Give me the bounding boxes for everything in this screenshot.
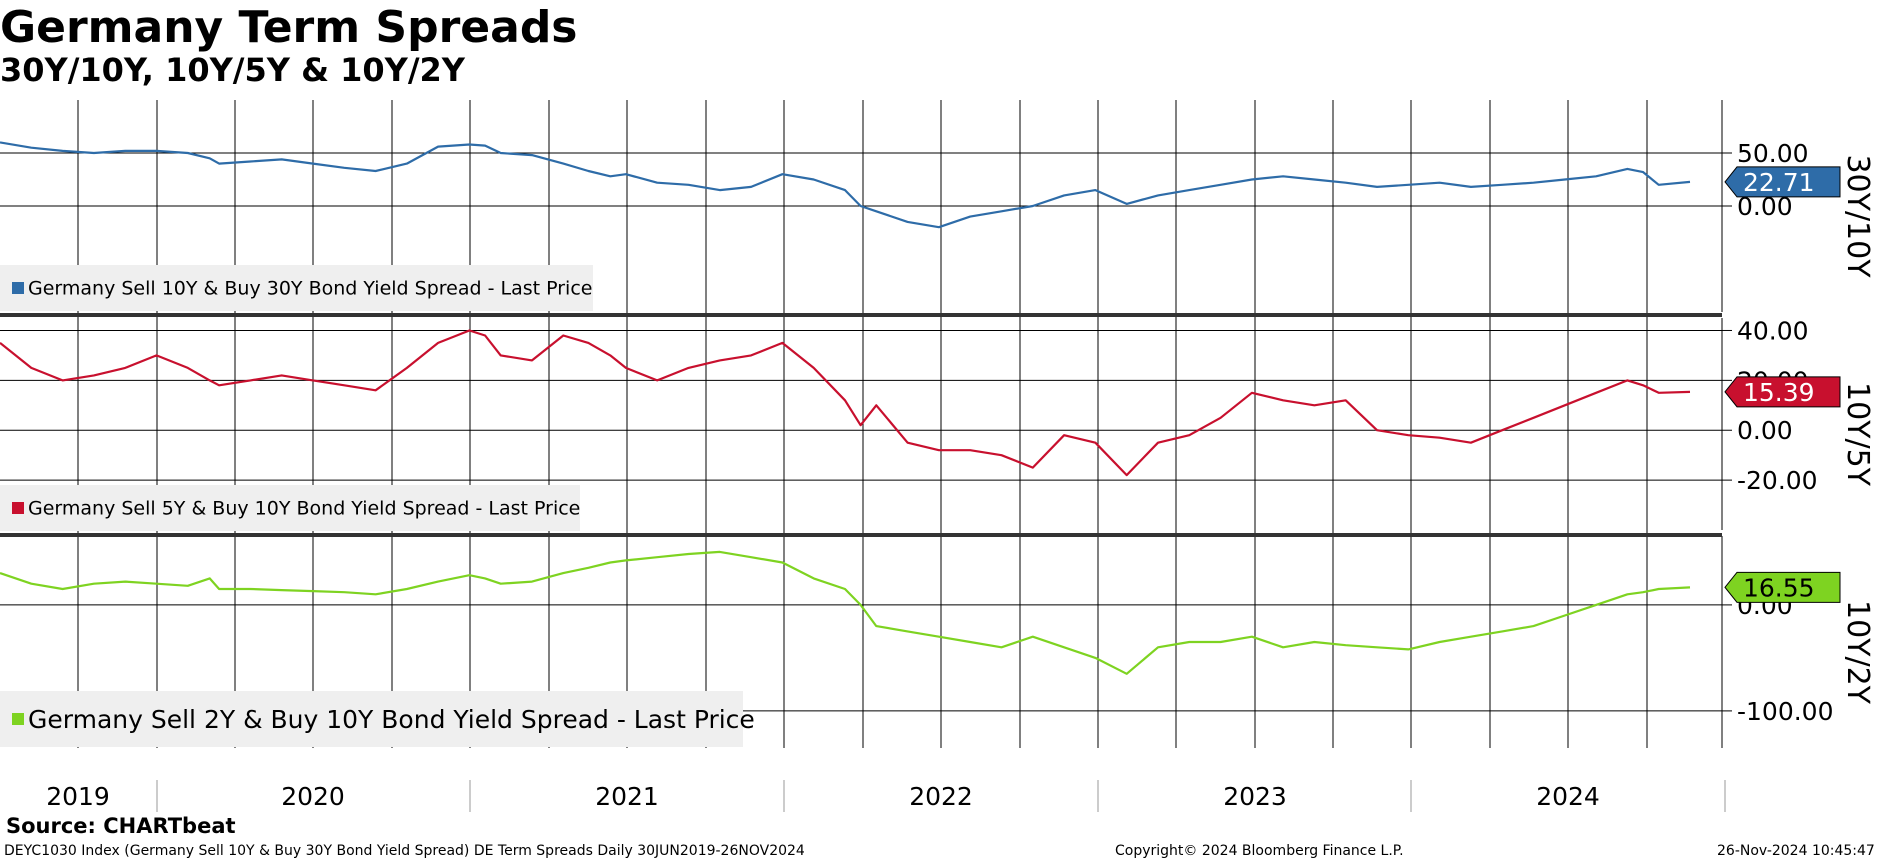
series-line: [0, 141, 1691, 229]
y-tick-label: -20.00: [1737, 466, 1818, 495]
panel-separator: [0, 313, 1722, 317]
legend-label: Germany Sell 5Y & Buy 10Y Bond Yield Spr…: [28, 498, 580, 520]
series-line: [0, 550, 1691, 675]
last-value-label: 16.55: [1743, 573, 1815, 602]
panel-separator: [0, 533, 1722, 537]
x-tick-label: 2023: [1223, 782, 1287, 811]
panel-axis-label: 10Y/2Y: [1840, 600, 1875, 705]
legend-swatch: [12, 502, 24, 514]
x-tick-label: 2022: [909, 782, 973, 811]
x-tick-label: 2021: [595, 782, 659, 811]
last-value-label: 22.71: [1743, 168, 1815, 197]
last-value-label: 15.39: [1743, 378, 1815, 407]
legend-background: [0, 485, 580, 531]
y-tick-label: 50.00: [1737, 139, 1809, 168]
footer-copyright: Copyright© 2024 Bloomberg Finance L.P.: [1115, 843, 1404, 859]
legend-background: [0, 265, 593, 311]
legend-swatch: [12, 282, 24, 294]
y-tick-label: 0.00: [1737, 416, 1793, 445]
legend-label: Germany Sell 2Y & Buy 10Y Bond Yield Spr…: [28, 705, 755, 734]
footer-index-description: DEYC1030 Index (Germany Sell 10Y & Buy 3…: [4, 843, 805, 859]
chart-subtitle: 30Y/10Y, 10Y/5Y & 10Y/2Y: [0, 51, 465, 89]
last-value-tag: [1724, 571, 1841, 603]
footer-timestamp: 26-Nov-2024 10:45:47: [1717, 843, 1875, 859]
y-tick-label: -100.00: [1737, 697, 1834, 726]
panel-axis-label: 30Y/10Y: [1840, 154, 1875, 278]
x-tick-label: 2020: [281, 782, 345, 811]
x-tick-label: 2024: [1536, 782, 1600, 811]
last-value-tag: [1724, 376, 1841, 408]
panel-axis-label: 10Y/5Y: [1840, 382, 1875, 487]
last-value-tag: [1724, 166, 1841, 198]
legend-swatch: [12, 713, 24, 725]
chart-title: Germany Term Spreads: [0, 2, 578, 53]
series-line: [0, 329, 1691, 477]
source-label: Source: CHARTbeat: [6, 814, 236, 838]
y-tick-label: 40.00: [1737, 316, 1809, 345]
legend-label: Germany Sell 10Y & Buy 30Y Bond Yield Sp…: [28, 278, 592, 300]
legend-background: [0, 691, 743, 747]
x-tick-label: 2019: [46, 782, 110, 811]
